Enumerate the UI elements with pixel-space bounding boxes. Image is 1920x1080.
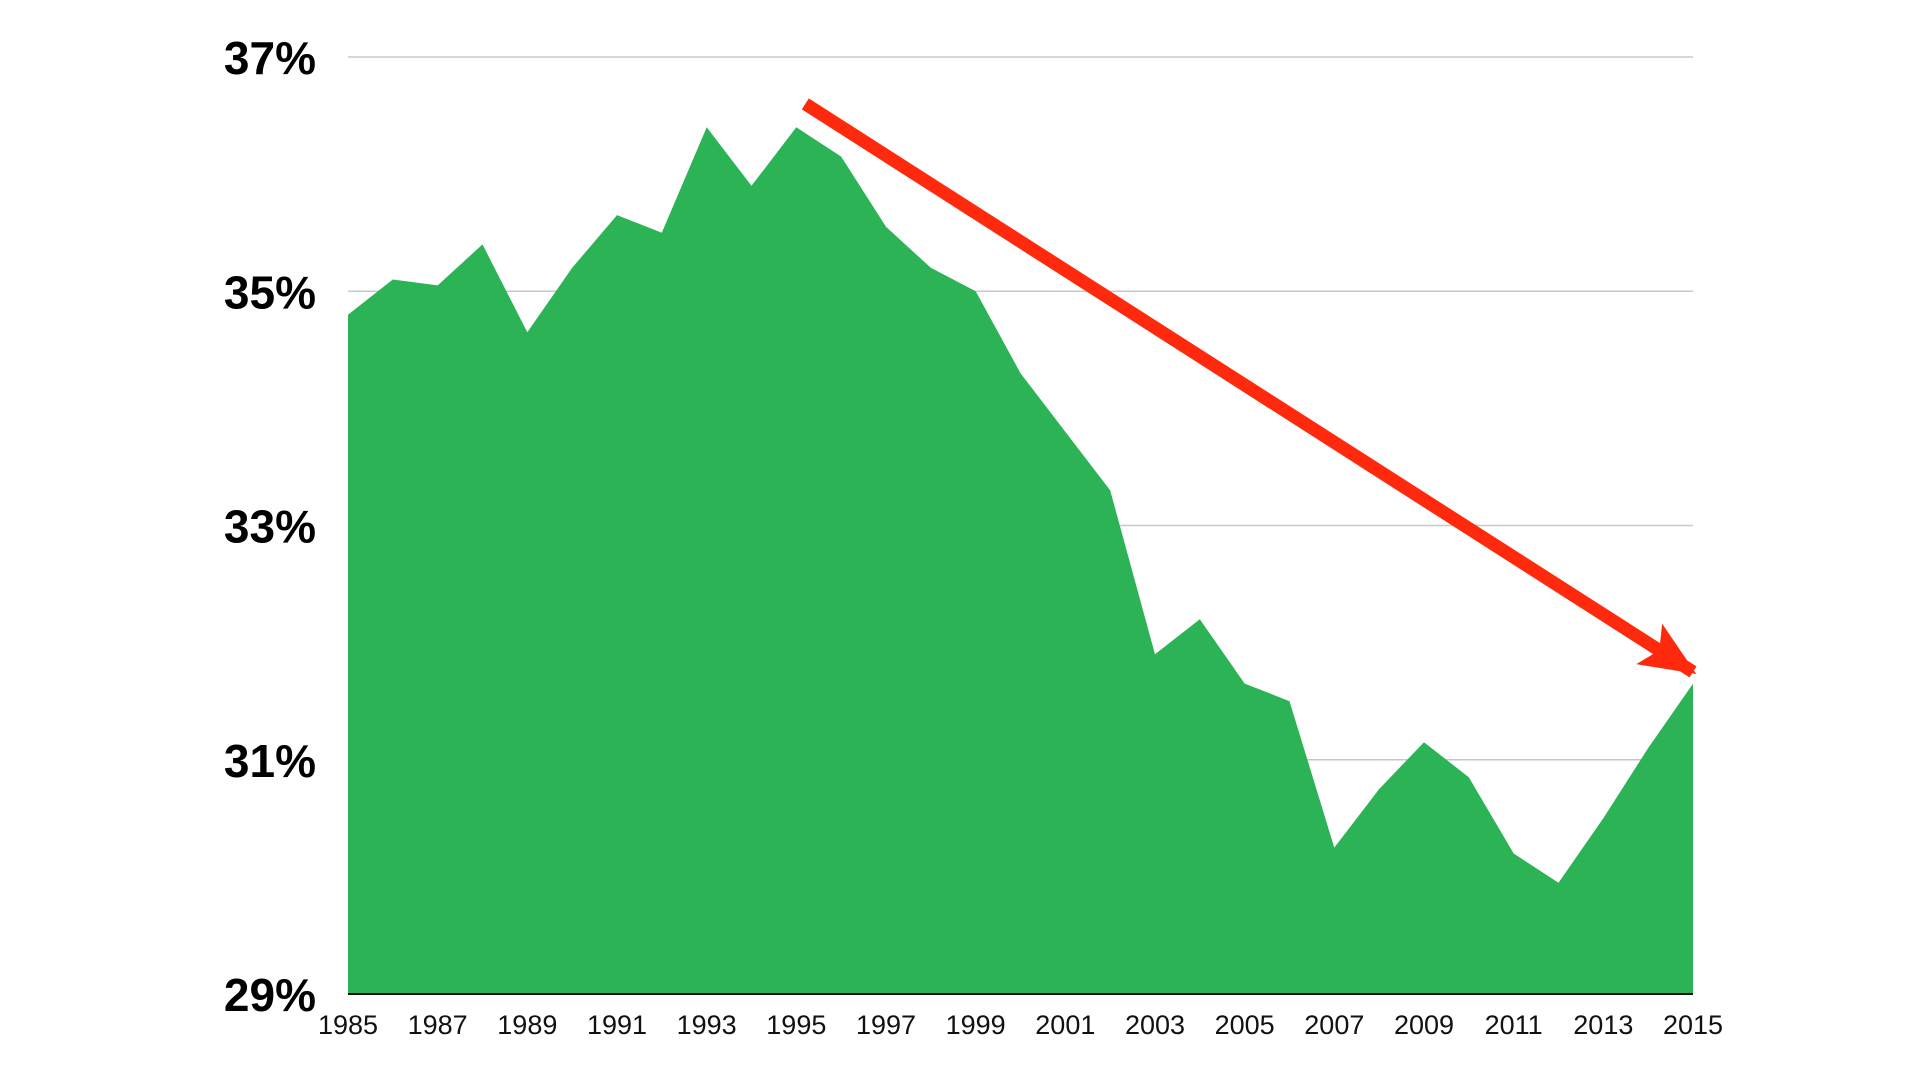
data-point-2006 — [1287, 698, 1293, 704]
data-point-2002 — [1107, 487, 1113, 493]
y-tick-label: 33% — [224, 501, 316, 553]
x-tick-label: 2003 — [1125, 1010, 1185, 1040]
x-tick-label: 1987 — [408, 1010, 468, 1040]
x-tick-label: 2005 — [1215, 1010, 1275, 1040]
data-point-2015 — [1690, 681, 1696, 687]
data-point-1991 — [614, 212, 620, 218]
data-point-1999 — [973, 288, 979, 294]
x-tick-label: 2013 — [1573, 1010, 1633, 1040]
data-point-1986 — [390, 277, 396, 283]
data-point-2013 — [1600, 815, 1606, 821]
x-tick-label: 1995 — [766, 1010, 826, 1040]
x-tick-label: 1985 — [318, 1010, 378, 1040]
x-axis-tick-labels: 1985 1987 1989 1991 1993 1995 1997 1999 2001 2003… — [318, 1010, 1723, 1040]
data-point-2003 — [1152, 651, 1158, 657]
x-tick-label: 2015 — [1663, 1010, 1723, 1040]
x-tick-label: 1991 — [587, 1010, 647, 1040]
data-point-1987 — [435, 282, 441, 288]
data-point-2005 — [1242, 681, 1248, 687]
data-point-2008 — [1376, 786, 1382, 792]
y-tick-label: 35% — [224, 266, 316, 318]
data-point-1998 — [928, 265, 934, 271]
data-point-1988 — [480, 241, 486, 247]
data-point-1996 — [838, 154, 844, 160]
y-tick-label: 37% — [224, 32, 316, 84]
data-point-2012 — [1556, 880, 1562, 886]
data-point-2004 — [1197, 616, 1203, 622]
data-point-2009 — [1421, 739, 1427, 745]
y-axis-tick-labels: 37% 35% 33% 31% 29% — [224, 32, 316, 1021]
area-fill — [348, 127, 1693, 995]
data-point-2000 — [1018, 370, 1024, 376]
data-point-1990 — [569, 265, 575, 271]
data-point-1995 — [793, 124, 799, 130]
x-tick-label: 1989 — [497, 1010, 557, 1040]
data-point-1997 — [883, 224, 889, 230]
data-point-1985 — [345, 312, 351, 318]
data-point-1989 — [524, 329, 530, 335]
annotations — [801, 98, 1697, 678]
data-point-2007 — [1331, 845, 1337, 851]
data-point-1993 — [704, 124, 710, 130]
data-point-1994 — [749, 183, 755, 189]
data-point-2001 — [1062, 429, 1068, 435]
x-tick-label: 2001 — [1035, 1010, 1095, 1040]
data-point-2014 — [1645, 745, 1651, 751]
data-point-2010 — [1466, 774, 1472, 780]
x-tick-label: 2007 — [1304, 1010, 1364, 1040]
area-series — [345, 124, 1696, 995]
x-tick-label: 2011 — [1485, 1010, 1543, 1040]
x-tick-label: 1999 — [946, 1010, 1006, 1040]
data-point-1992 — [659, 230, 665, 236]
y-tick-label: 31% — [224, 735, 316, 787]
trend-arrow — [801, 98, 1697, 678]
x-tick-label: 2009 — [1394, 1010, 1454, 1040]
data-point-2011 — [1511, 851, 1517, 857]
y-tick-label: 29% — [224, 969, 316, 1021]
x-tick-label: 1997 — [856, 1010, 916, 1040]
x-tick-label: 1993 — [677, 1010, 737, 1040]
